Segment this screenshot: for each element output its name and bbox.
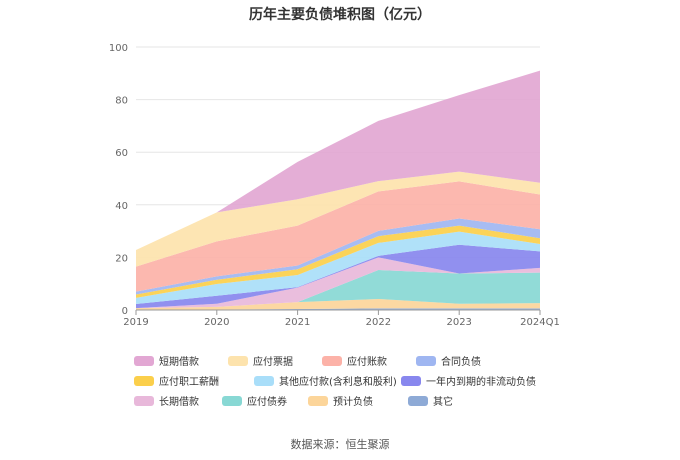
y-tick-label: 20 bbox=[115, 253, 128, 264]
area-series bbox=[136, 270, 540, 309]
x-tick-label: 2024Q1 bbox=[520, 317, 560, 328]
legend-item[interactable]: 其他应付款(含利息和股利) bbox=[254, 374, 401, 388]
legend-item[interactable]: 短期借款 bbox=[134, 354, 228, 368]
area-series bbox=[136, 171, 540, 267]
legend-label: 应付账款 bbox=[347, 357, 387, 368]
legend-label: 预计负债 bbox=[333, 397, 373, 408]
legend-swatch bbox=[408, 395, 428, 406]
y-tick-label: 100 bbox=[109, 43, 128, 54]
y-tick-label: 0 bbox=[122, 306, 128, 317]
legend-swatch bbox=[401, 375, 421, 386]
legend-swatch bbox=[222, 395, 242, 406]
legend-item[interactable]: 长期借款 bbox=[134, 394, 222, 408]
area-series bbox=[136, 225, 540, 298]
x-tick-label: 2023 bbox=[446, 317, 471, 328]
legend-label: 应付债券 bbox=[247, 397, 287, 408]
legend-item[interactable]: 应付票据 bbox=[228, 354, 322, 368]
y-tick-label: 40 bbox=[115, 201, 128, 212]
x-tick-label: 2019 bbox=[123, 317, 148, 328]
legend-item[interactable]: 预计负债 bbox=[308, 394, 408, 408]
legend-swatch bbox=[134, 355, 154, 366]
area-series bbox=[136, 257, 540, 309]
legend-label: 合同负债 bbox=[441, 357, 481, 368]
legend-swatch bbox=[308, 395, 328, 406]
legend-label: 应付票据 bbox=[253, 357, 293, 368]
x-tick-label: 2021 bbox=[285, 317, 310, 328]
x-tick-label: 2022 bbox=[366, 317, 391, 328]
legend-label: 一年内到期的非流动负债 bbox=[426, 377, 536, 388]
chart-title: 历年主要负债堆积图（亿元） bbox=[249, 7, 431, 23]
legend-swatch bbox=[134, 375, 154, 386]
x-tick-label: 2020 bbox=[204, 317, 229, 328]
legend-label: 其它 bbox=[433, 397, 453, 408]
y-tick-label: 60 bbox=[115, 148, 128, 159]
chart-legend: 短期借款 应付票据 应付账款 合同负债应付职工薪酬 其他应付款(含利息和股利) 一年内到期… bbox=[134, 354, 604, 408]
legend-label: 长期借款 bbox=[159, 397, 199, 408]
y-tick-label: 80 bbox=[115, 96, 128, 107]
area-series bbox=[136, 244, 540, 309]
legend-item[interactable]: 合同负债 bbox=[416, 354, 510, 368]
area-series bbox=[136, 231, 540, 304]
legend-item[interactable]: 一年内到期的非流动负债 bbox=[401, 374, 536, 388]
legend-swatch bbox=[322, 355, 342, 366]
legend-item[interactable]: 其它 bbox=[408, 394, 488, 408]
legend-swatch bbox=[254, 375, 274, 386]
legend-label: 应付职工薪酬 bbox=[159, 377, 219, 388]
legend-swatch bbox=[134, 395, 154, 406]
legend-swatch bbox=[416, 355, 436, 366]
area-series bbox=[136, 298, 540, 310]
legend-item[interactable]: 应付债券 bbox=[222, 394, 308, 408]
legend-label: 短期借款 bbox=[159, 357, 199, 368]
legend-swatch bbox=[228, 355, 248, 366]
data-source-note: 数据来源：恒生聚源 bbox=[290, 438, 390, 451]
area-series bbox=[136, 70, 540, 251]
legend-item[interactable]: 应付账款 bbox=[322, 354, 416, 368]
area-series bbox=[136, 218, 540, 295]
legend-item[interactable]: 应付职工薪酬 bbox=[134, 374, 254, 388]
area-series bbox=[136, 181, 540, 292]
legend-label: 其他应付款(含利息和股利) bbox=[279, 377, 397, 388]
